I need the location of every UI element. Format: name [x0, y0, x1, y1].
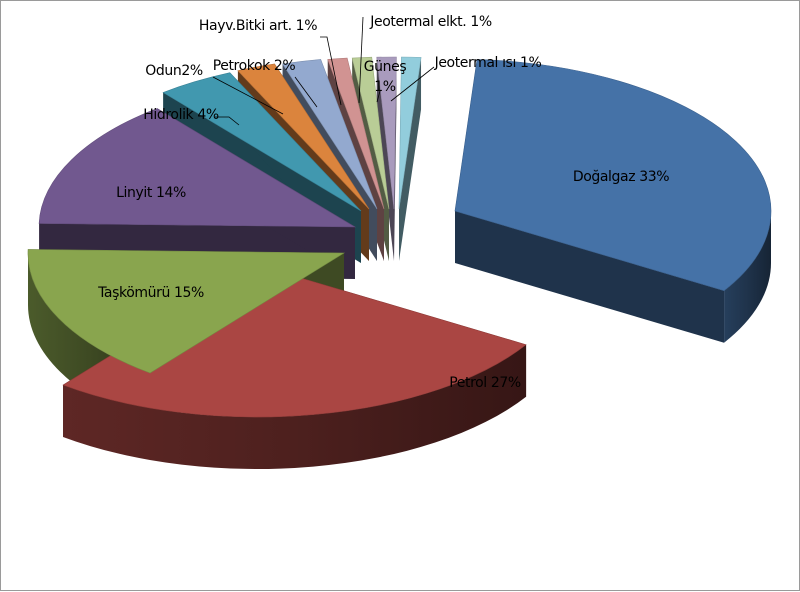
- slice-jeotermal-s-: [398, 56, 422, 210]
- leader-line: [215, 116, 240, 126]
- slice-hidrolik: [162, 72, 362, 212]
- slice-ta-k-m-r-: [27, 249, 346, 374]
- slice-tops: [27, 56, 772, 418]
- data-label: Odun2%: [145, 63, 203, 79]
- slice-linyit: [38, 108, 357, 228]
- data-label: Hayv.Bitki art. 1%: [199, 18, 317, 34]
- data-label: Hidrolik 4%: [143, 107, 219, 123]
- leader-line: [294, 76, 318, 108]
- leader-line: [358, 16, 364, 104]
- slice-petrokok: [282, 59, 378, 210]
- leader-line: [376, 90, 381, 103]
- leader-line: [320, 36, 342, 106]
- slice-jeotermal-elkt-: [351, 56, 390, 210]
- data-labels: Doğalgaz 33% Petrol 27% Taşkömürü 15% Linyi…: [97, 14, 670, 391]
- data-label: Jeotermal elkt. 1%: [369, 14, 492, 30]
- slice-outer-wall: [63, 344, 527, 469]
- slice-wall: [376, 57, 394, 262]
- slice-do-algaz: [454, 59, 772, 292]
- data-label: Jeotermal ısı 1%: [434, 55, 542, 71]
- slice-wall: [455, 211, 725, 343]
- data-label: Petrokok 2%: [213, 58, 296, 74]
- slice-g-ne-: [376, 56, 397, 210]
- slice-wall: [399, 57, 422, 261]
- data-label: Taşkömürü 15%: [97, 285, 204, 301]
- slice-hayv-bitki-art-: [327, 57, 385, 210]
- leader-lines: [212, 16, 435, 126]
- slice-outer-wall: [724, 211, 771, 343]
- data-label: Güneş 1%: [364, 59, 407, 95]
- slice-odun: [237, 63, 370, 210]
- data-label: Petrol 27%: [449, 375, 521, 391]
- data-label: Linyit 14%: [116, 185, 186, 201]
- data-label: Doğalgaz 33%: [573, 169, 669, 185]
- slice-petrol: [62, 264, 527, 418]
- leader-line: [390, 66, 435, 102]
- leader-line: [212, 76, 284, 115]
